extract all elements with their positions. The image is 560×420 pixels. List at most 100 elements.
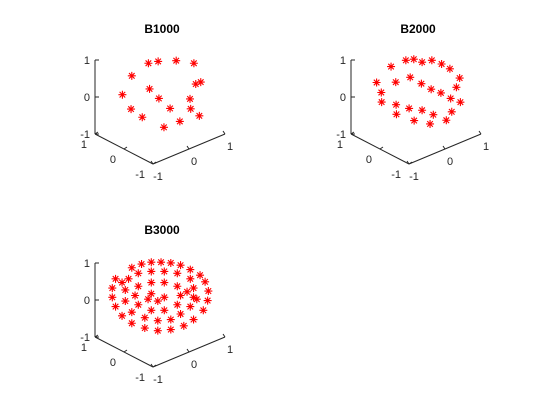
- data-point: [189, 284, 198, 293]
- data-point: [196, 78, 205, 87]
- data-point: [160, 293, 169, 302]
- data-point: [166, 315, 175, 324]
- data-point: [157, 258, 166, 267]
- data-point: [191, 80, 200, 89]
- data-point: [173, 300, 182, 309]
- data-point: [118, 90, 127, 99]
- data-point: [166, 325, 175, 334]
- data-point: [436, 88, 445, 97]
- x-tick-label: 0: [191, 359, 197, 371]
- data-point: [452, 83, 461, 92]
- x-tick-label: 0: [447, 156, 453, 168]
- data-point: [204, 287, 213, 296]
- y-tick-label: -1: [135, 169, 145, 181]
- data-point: [426, 119, 435, 128]
- x-tick-mark: [150, 363, 154, 368]
- data-point: [391, 78, 400, 87]
- data-point: [417, 79, 426, 88]
- data-point: [118, 311, 127, 320]
- data-point: [427, 56, 436, 65]
- subplot-title: B2000: [400, 22, 436, 36]
- data-point: [173, 282, 182, 291]
- data-point: [108, 293, 117, 302]
- subplot-title: B3000: [144, 223, 180, 237]
- data-point: [153, 297, 162, 306]
- data-point: [186, 302, 195, 311]
- data-point: [372, 78, 381, 87]
- data-point: [147, 258, 156, 267]
- data-point: [108, 284, 117, 293]
- data-point: [409, 55, 418, 64]
- x-tick-mark: [150, 160, 154, 165]
- subplot-title: B1000: [144, 22, 180, 36]
- x-tick-label: 1: [227, 344, 233, 356]
- data-point: [147, 289, 156, 298]
- data-point: [137, 260, 146, 269]
- data-point: [166, 258, 175, 267]
- data-point: [118, 278, 127, 287]
- data-point: [418, 106, 427, 115]
- x-tick-label: -1: [409, 171, 419, 183]
- data-point: [456, 98, 465, 107]
- data-point: [195, 111, 204, 120]
- data-point: [145, 84, 154, 93]
- x-tick-label: -1: [153, 171, 163, 183]
- x-tick-mark: [186, 145, 190, 150]
- data-point: [405, 104, 414, 113]
- data-point: [147, 278, 156, 287]
- x-tick-mark: [222, 130, 226, 135]
- data-point: [124, 274, 133, 283]
- data-point: [186, 274, 195, 283]
- data-point: [166, 104, 175, 113]
- subplot-b2000: B2000-101-101-101: [336, 22, 489, 183]
- data-point: [153, 326, 162, 335]
- data-point: [121, 297, 130, 306]
- z-tick-label: 1: [84, 258, 90, 270]
- data-point: [160, 278, 169, 287]
- data-point: [147, 306, 156, 315]
- data-point: [447, 107, 456, 116]
- data-point: [154, 57, 163, 66]
- data-point: [196, 271, 205, 280]
- y-tick-mark: [123, 349, 128, 353]
- data-point: [134, 269, 143, 278]
- data-point: [189, 293, 198, 302]
- data-point: [189, 315, 198, 324]
- data-point: [175, 117, 184, 126]
- data-point: [176, 261, 185, 270]
- data-point: [179, 321, 188, 330]
- x-tick-mark: [478, 130, 482, 135]
- data-point: [111, 302, 120, 311]
- z-tick-label: 1: [84, 55, 90, 67]
- data-point: [186, 104, 195, 113]
- y-tick-label: 0: [366, 154, 372, 166]
- y-tick-label: -1: [391, 169, 401, 181]
- data-point: [201, 277, 210, 286]
- y-tick-mark: [123, 146, 128, 150]
- data-point: [134, 300, 143, 309]
- data-point: [392, 100, 401, 109]
- data-point: [176, 310, 185, 318]
- data-point: [199, 306, 208, 315]
- data-point: [455, 74, 464, 83]
- data-point: [183, 287, 192, 296]
- data-point: [127, 308, 136, 317]
- data-point: [401, 56, 410, 65]
- y-tick-mark: [408, 161, 413, 165]
- x-tick-mark: [406, 160, 410, 165]
- x-tick-mark: [222, 333, 226, 338]
- data-point: [192, 295, 201, 304]
- y-tick-mark: [379, 146, 384, 150]
- data-point: [446, 94, 455, 103]
- data-point: [144, 295, 153, 304]
- z-tick-label: 1: [340, 55, 346, 67]
- data-point: [442, 116, 451, 125]
- data-point: [121, 285, 130, 294]
- data-point: [159, 123, 168, 132]
- data-point: [186, 265, 195, 274]
- y-tick-mark: [152, 364, 157, 368]
- data-point: [160, 306, 169, 315]
- data-point: [387, 62, 396, 71]
- x-tick-label: 1: [483, 141, 489, 153]
